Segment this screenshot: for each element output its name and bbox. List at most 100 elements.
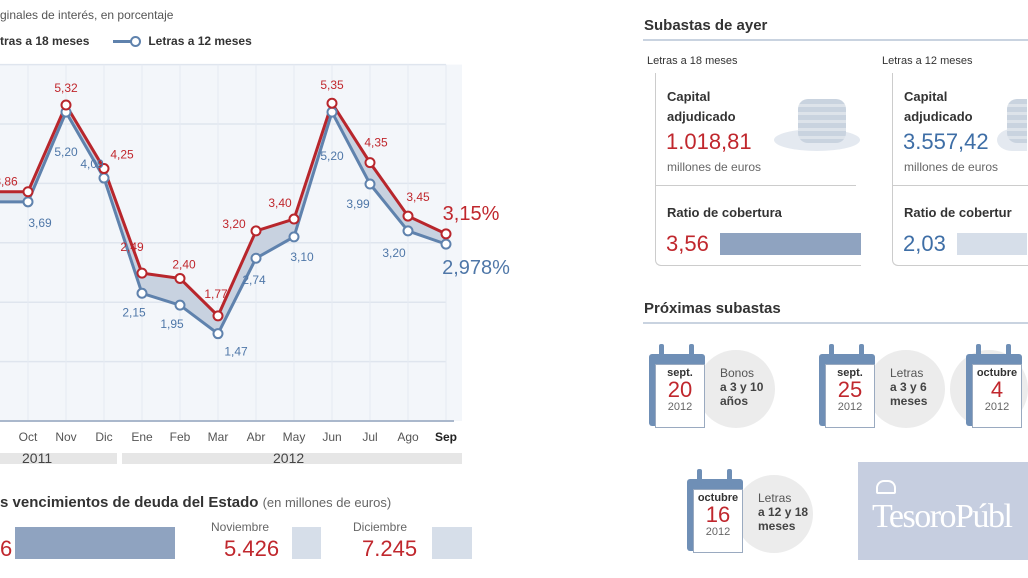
calendar-month: octubre: [697, 492, 739, 504]
capital-value: 1.018,81: [666, 129, 752, 154]
calendar-icon: octubre 16 2012: [683, 465, 745, 553]
data-label: 3,86: [0, 175, 18, 189]
data-label: 4,25: [110, 148, 134, 162]
calendar-icon: octubre 4 2012: [962, 340, 1024, 428]
calendar-bg-circle: [867, 350, 945, 428]
year-label-2012: 2012: [273, 450, 305, 466]
data-point: [326, 106, 338, 118]
data-point: [364, 178, 376, 190]
debt-bar-0: [15, 527, 175, 559]
calendar-day: 16: [705, 502, 731, 527]
calendar-bg-circle: [735, 475, 813, 553]
ratio-label: Ratio de cobertura: [667, 205, 782, 220]
data-label: 5,32: [54, 81, 78, 95]
ratio-label: Ratio de cobertur: [904, 205, 1012, 220]
chart-subtitle: ginales de interés, en porcentaje: [0, 8, 174, 22]
legend-blue-label: Letras a 12 meses: [148, 34, 252, 48]
debt-bar-1: [292, 527, 321, 559]
calendar-year: 2012: [984, 401, 1010, 413]
desc-line-1: Letras: [890, 366, 924, 380]
ratio-bar: [957, 233, 1027, 255]
data-label: 5,20: [54, 145, 78, 159]
card-label-12: Letras a 12 meses: [882, 55, 973, 67]
upcoming-title: Próximas subastas: [644, 300, 781, 317]
data-label: 4,35: [364, 136, 388, 150]
logo-text: TesoroPúbl: [872, 498, 1013, 535]
auction-description: Letras a 3 y 6 meses: [890, 366, 927, 408]
card-label-18: Letras a 18 meses: [647, 55, 738, 67]
coins-icon: [774, 95, 860, 155]
data-label: 4,09: [80, 157, 104, 171]
legend-red-label: tras a 18 meses: [0, 34, 90, 48]
year-bar-2012: [122, 453, 462, 464]
data-point: [250, 225, 262, 237]
desc-line-3: años: [720, 394, 749, 408]
legend-blue-marker-icon: [113, 36, 141, 48]
x-tick-label: Ene: [131, 430, 153, 444]
data-label: 3,45: [406, 190, 430, 204]
data-point: [402, 225, 414, 237]
calendar-icon: sept. 20 2012: [645, 340, 707, 428]
capital-unit: millones de euros: [667, 160, 762, 174]
data-point: [22, 186, 34, 198]
coins-icon: [997, 95, 1027, 155]
data-label: 2,15: [122, 305, 146, 319]
calendar-year: 2012: [705, 526, 731, 538]
desc-line-2: a 3 y 6: [890, 380, 927, 394]
card-divider: [893, 185, 1028, 186]
auction-card-12: Capital adjudicado 3.557,42 millones de …: [892, 73, 1028, 266]
data-label: 5,35: [320, 78, 344, 92]
data-label: 1,77: [204, 287, 228, 301]
calendar-month: sept.: [667, 367, 693, 379]
x-tick-label: Jun: [322, 430, 341, 444]
capital-label: Capital adjudicado: [904, 87, 973, 127]
x-tick-label: Abr: [247, 430, 266, 444]
calendar-year: 2012: [837, 401, 863, 413]
auction-card-18: Capital adjudicado 1.018,81 millones de …: [655, 73, 861, 266]
debt-title: s vencimientos de deuda del Estado (en m…: [0, 494, 391, 511]
debt-value-2: 7.245: [362, 536, 418, 561]
data-point: [364, 157, 376, 169]
desc-line-1: Letras: [758, 491, 792, 505]
auction-description: Letras a 12 y 18 meses: [758, 491, 808, 533]
data-point: [174, 272, 186, 284]
data-label: 3,20: [382, 246, 406, 260]
calendar-month: sept.: [837, 367, 863, 379]
data-label: 2,40: [172, 257, 196, 271]
capital-label-2: adjudicado: [904, 109, 973, 124]
calendar-month: octubre: [976, 367, 1018, 379]
desc-line-1: Bonos: [720, 366, 755, 380]
ratio-value: 2,03: [903, 231, 946, 256]
year-bar-2011: [0, 453, 117, 464]
data-point: [250, 252, 262, 264]
data-label: 3,15%: [443, 203, 500, 225]
card-divider: [656, 185, 856, 186]
capital-label-1: Capital: [904, 89, 948, 104]
debt-value-1: 5.426: [224, 536, 280, 561]
divider: [643, 39, 1028, 41]
data-point: [136, 267, 148, 279]
x-tick-label: Sep: [435, 430, 457, 444]
ratio-bar: [720, 233, 861, 255]
capital-label: Capital adjudicado: [667, 87, 736, 127]
data-point: [60, 99, 72, 111]
auctions-yesterday-title: Subastas de ayer: [644, 17, 768, 34]
x-tick-label: Mar: [208, 430, 229, 444]
divider: [643, 322, 1028, 324]
debt-value-0: 6: [0, 536, 13, 561]
data-label: 2,978%: [442, 257, 510, 279]
capital-unit: millones de euros: [904, 160, 999, 174]
calendar-year: 2012: [667, 401, 693, 413]
data-label: 3,10: [290, 250, 314, 264]
data-point: [98, 172, 110, 184]
year-label-2011: 2011: [22, 450, 53, 466]
x-tick-label: Feb: [170, 430, 191, 444]
data-point: [440, 228, 452, 240]
auction-description: Bonos a 3 y 10 años: [720, 366, 763, 408]
data-point: [326, 97, 338, 109]
x-tick-label: Ago: [397, 430, 419, 444]
ratio-value: 3,56: [666, 231, 709, 256]
data-point: [174, 299, 186, 311]
desc-line-3: meses: [758, 519, 796, 533]
x-tick-label: Oct: [19, 430, 38, 444]
